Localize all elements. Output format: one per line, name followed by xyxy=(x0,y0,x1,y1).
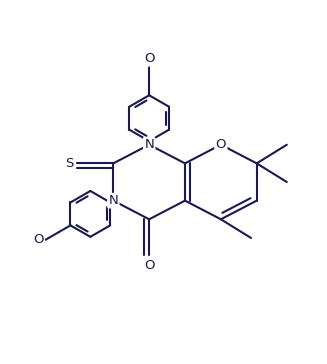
Text: O: O xyxy=(33,233,43,246)
Text: N: N xyxy=(109,194,118,207)
Text: S: S xyxy=(65,157,74,170)
Text: O: O xyxy=(144,52,154,65)
Text: O: O xyxy=(215,138,226,151)
Text: N: N xyxy=(144,138,154,151)
Text: O: O xyxy=(144,259,154,272)
